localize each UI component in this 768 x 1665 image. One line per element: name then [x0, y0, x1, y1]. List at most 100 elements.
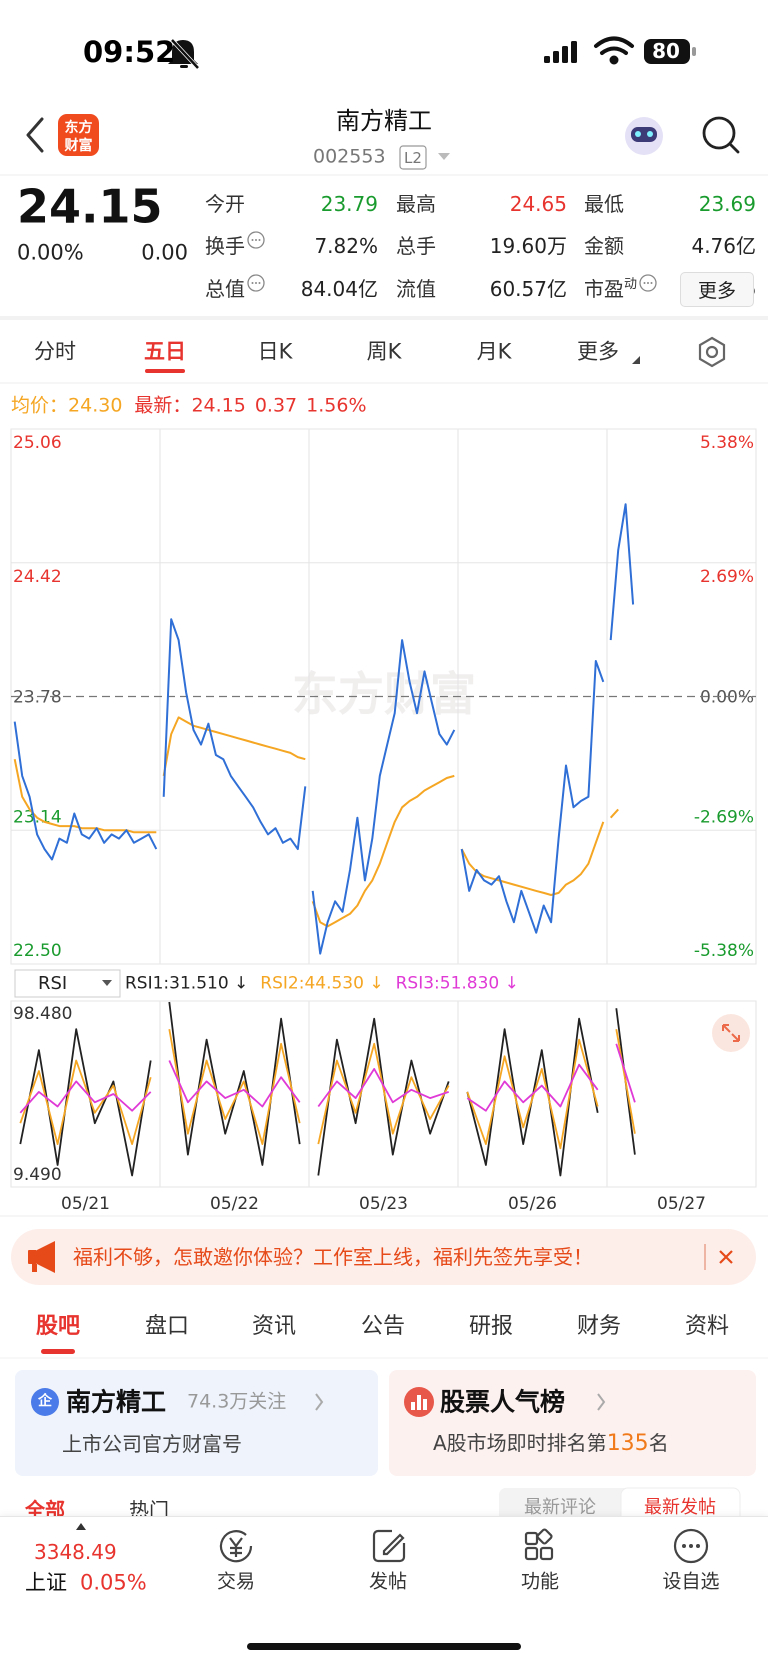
indicator-select[interactable] [14, 969, 121, 998]
info-icon [247, 231, 265, 249]
more-button[interactable]: 更多 [680, 272, 754, 307]
info-dot [251, 239, 254, 241]
info-dot [643, 282, 646, 284]
back-button[interactable] [26, 117, 44, 153]
legend-entry: RSI2:44.530 ↓ [260, 973, 384, 994]
index-change[interactable]: 0.05% [80, 1570, 147, 1595]
label-text: 市盈 [584, 277, 624, 301]
series-line [19, 1059, 152, 1145]
section-tab[interactable]: 公告 [360, 1313, 406, 1339]
watermark: 东方财富 [292, 667, 476, 721]
signal-icon [544, 41, 577, 63]
bottom-icons [76, 1523, 709, 1650]
tab-underline [145, 369, 185, 373]
field-label: 最低 [584, 193, 624, 215]
series-line [311, 639, 456, 955]
field-label: 最高 [396, 193, 436, 215]
series-line [466, 1038, 599, 1150]
assistant-avatar[interactable] [625, 117, 663, 155]
section-tab[interactable]: 研报 [468, 1313, 514, 1339]
nav-label[interactable]: 发帖 [368, 1570, 408, 1593]
nav-label[interactable]: 设自选 [662, 1570, 720, 1593]
period-tab[interactable]: 分时 [34, 339, 76, 364]
label-text: 总值 [205, 277, 245, 301]
watchlist-icon[interactable] [673, 1528, 709, 1564]
divider [0, 316, 768, 320]
logo-text: 东方 [65, 119, 93, 136]
card-title[interactable]: 南方精工 [66, 1387, 167, 1417]
section-tab[interactable]: 财务 [576, 1313, 622, 1339]
period-tab[interactable]: 周K [366, 339, 402, 364]
y2-tick-label: 5.38% [700, 433, 754, 453]
sort-option[interactable]: 最新发帖 [644, 1497, 716, 1519]
y2-tick-label: -5.38% [694, 941, 754, 961]
indicator-legend: RSI1:31.510 ↓ RSI2:44.530 ↓ RSI3:51.830 ↓ [125, 973, 531, 994]
more-arrow [632, 356, 640, 364]
wifi-icon [594, 36, 634, 65]
promo-banner[interactable] [11, 1229, 756, 1285]
level-text: L2 [404, 149, 422, 167]
legend-entry: RSI1:31.510 ↓ [125, 973, 249, 994]
stock-name: 南方精工 [336, 106, 432, 135]
feed-tab[interactable]: 全部 [25, 1498, 65, 1522]
official-card[interactable] [15, 1370, 378, 1476]
series-line [13, 721, 158, 861]
y-tick-label: 24.42 [13, 567, 62, 587]
field-value: 23.79 [320, 192, 378, 216]
settings-button[interactable] [698, 336, 726, 368]
feed-tab[interactable]: 热门 [129, 1498, 169, 1522]
series-line [19, 1028, 152, 1177]
y2-tick-label: 0.00% [700, 688, 754, 708]
series-line [615, 1043, 636, 1103]
info-dot [255, 239, 257, 241]
period-tab[interactable]: 月K [476, 339, 512, 364]
mute-icon [168, 38, 200, 70]
index-value[interactable]: 3348.49 [34, 1540, 117, 1564]
legend-value: 24.30 [68, 394, 123, 417]
section-tab[interactable]: 资讯 [251, 1313, 297, 1339]
chevron [315, 1393, 324, 1411]
icon-glyph: 企 [38, 1393, 52, 1410]
official-icon [31, 1388, 59, 1416]
search-button[interactable] [702, 116, 740, 154]
x-tick-label: 05/26 [508, 1194, 557, 1214]
bottom-bar: 3348.49 上证 0.05% 交易 发帖 功能 设自选 [0, 1516, 768, 1665]
function-icon[interactable] [524, 1528, 554, 1561]
period-tab[interactable]: 五日 [144, 339, 186, 364]
y-tick-label: 23.78 [13, 688, 62, 708]
nav-label[interactable]: 交易 [216, 1570, 256, 1593]
banner-text[interactable]: 福利不够，怎敢邀你体验？工作室上线，福利先签先享受！ [73, 1245, 593, 1269]
info-dot [650, 282, 653, 284]
y-tick-label: 98.480 [13, 1004, 72, 1024]
info-dot [258, 239, 261, 241]
ranking-icon [404, 1387, 434, 1417]
field-label: 总值 [205, 278, 245, 300]
y-tick-label: 9.490 [13, 1165, 62, 1185]
info-dot [251, 282, 254, 284]
indicator-name[interactable]: RSI [38, 973, 68, 995]
period-tab[interactable]: 更多 [577, 339, 619, 364]
sort-option[interactable]: 最新评论 [524, 1497, 596, 1519]
x-tick-label: 05/27 [657, 1194, 706, 1214]
section-tab[interactable]: 资料 [684, 1313, 730, 1339]
section-tab[interactable]: 盘口 [144, 1313, 190, 1339]
series-line [460, 821, 605, 896]
ranking-card[interactable] [389, 1370, 756, 1476]
period-tab[interactable]: 日K [257, 339, 293, 364]
field-label: 流值 [396, 278, 436, 300]
close-button[interactable] [719, 1250, 733, 1264]
series-line [168, 1029, 301, 1145]
card-title[interactable]: 股票人气榜 [440, 1387, 566, 1417]
post-icon[interactable] [372, 1529, 406, 1563]
chart-legend: 均价：24.30 最新：24.15 0.37 1.56% [11, 394, 367, 417]
label-text: 最高 [396, 192, 436, 216]
index-name[interactable]: 上证 [25, 1570, 67, 1595]
section-tab[interactable]: 股吧 [35, 1313, 81, 1339]
expand-button[interactable] [712, 1014, 750, 1052]
trade-icon[interactable] [219, 1530, 253, 1563]
nav-label[interactable]: 功能 [520, 1570, 560, 1593]
dropdown-arrow[interactable] [438, 153, 450, 160]
info-dot [255, 282, 257, 284]
